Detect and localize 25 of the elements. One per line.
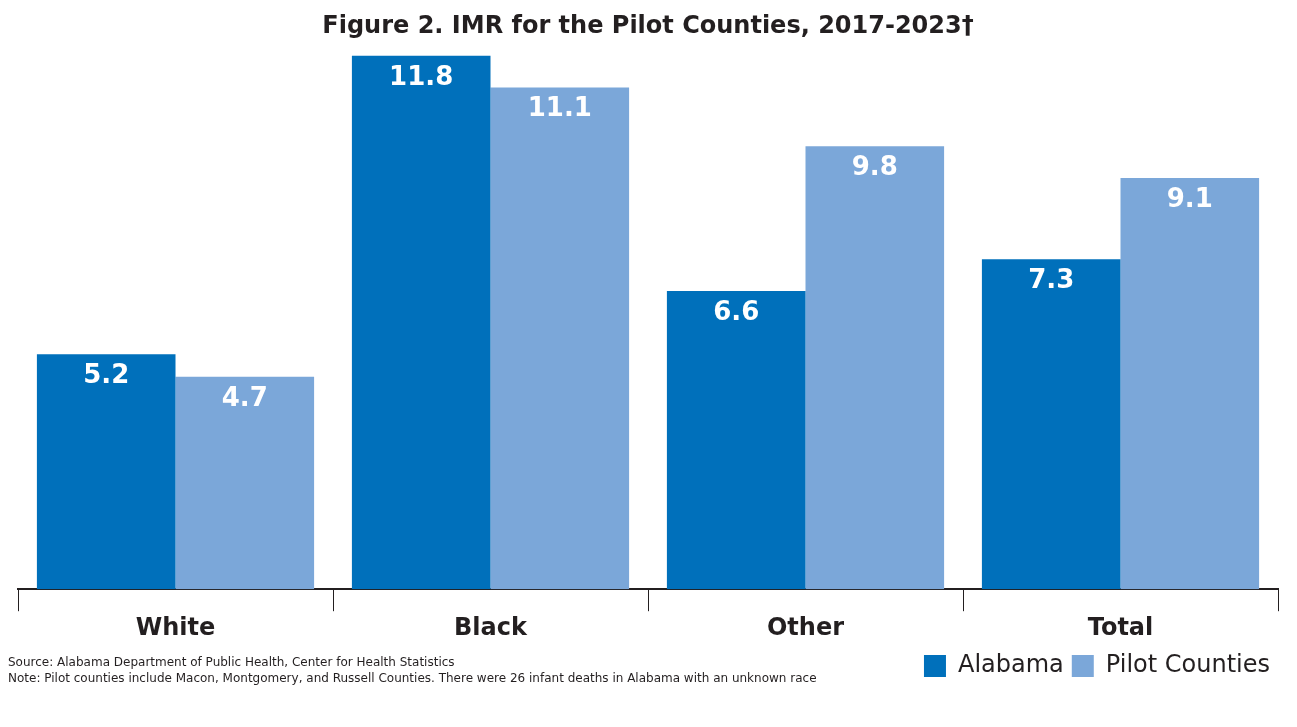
x-tick-label: White <box>135 612 216 641</box>
data-label: 9.1 <box>1166 182 1213 213</box>
data-label: 9.8 <box>851 150 898 181</box>
x-tick-label: Black <box>454 612 528 641</box>
data-label: 11.1 <box>527 92 592 123</box>
chart-title: Figure 2. IMR for the Pilot Counties, 2017-2023† <box>322 10 974 39</box>
bar <box>490 87 630 590</box>
x-tick-label: Other <box>766 612 845 641</box>
legend-label: Alabama <box>957 650 1064 679</box>
data-label: 7.3 <box>1028 263 1075 294</box>
data-label: 4.7 <box>221 381 268 412</box>
bar <box>981 259 1121 590</box>
bar <box>36 354 176 590</box>
data-label: 11.8 <box>389 60 454 91</box>
legend-label: Pilot Counties <box>1105 650 1270 679</box>
bar <box>1120 177 1260 590</box>
source-note: Source: Alabama Department of Public Health, Center for Health Statistics <box>8 654 456 670</box>
x-tick-label: Total <box>1087 612 1154 641</box>
text: Note: Pilot counties include Macon, Montgomery, and Russell Counties. There were 26 infant deaths in Alabama with an unknown race <box>8 670 818 686</box>
bar <box>351 55 491 590</box>
bar <box>805 146 945 590</box>
data-label: 5.2 <box>83 358 130 389</box>
bar <box>175 376 315 590</box>
data-label: 6.6 <box>713 295 760 326</box>
bar <box>666 290 806 590</box>
